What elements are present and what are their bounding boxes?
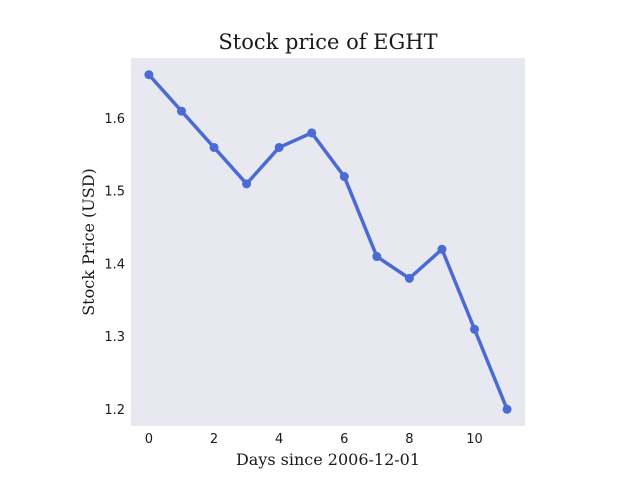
x-axis-label: Days since 2006-12-01	[236, 450, 420, 469]
x-tick-label: 2	[210, 432, 218, 447]
data-point	[176, 106, 186, 116]
x-tick-label: 8	[405, 432, 413, 447]
x-tick-label: 10	[466, 432, 483, 447]
data-point	[274, 142, 284, 152]
x-tick-label: 0	[145, 432, 153, 447]
data-point	[144, 70, 154, 80]
data-point	[242, 179, 252, 189]
y-axis-label: Stock Price (USD)	[79, 168, 98, 316]
data-point	[404, 273, 414, 283]
data-point	[339, 172, 349, 182]
data-points	[144, 70, 512, 414]
x-axis-ticks: 0 2 4 6 8 10	[145, 432, 483, 447]
y-tick-label: 1.6	[104, 112, 125, 127]
x-tick-label: 6	[340, 432, 348, 447]
y-tick-label: 1.2	[104, 403, 125, 418]
plot-area	[131, 58, 525, 426]
series-line	[147, 72, 509, 412]
chart-title: Stock price of EGHT	[218, 30, 437, 54]
data-point	[372, 252, 382, 262]
data-point	[437, 244, 447, 254]
y-axis-ticks: 1.2 1.3 1.4 1.5 1.6	[104, 112, 125, 418]
data-point	[470, 324, 480, 334]
x-tick-label: 4	[275, 432, 283, 447]
y-tick-label: 1.5	[104, 185, 125, 200]
data-point	[209, 142, 219, 152]
data-point	[502, 404, 512, 414]
y-tick-label: 1.4	[104, 257, 125, 272]
y-tick-label: 1.3	[104, 330, 125, 345]
data-point	[307, 128, 317, 138]
